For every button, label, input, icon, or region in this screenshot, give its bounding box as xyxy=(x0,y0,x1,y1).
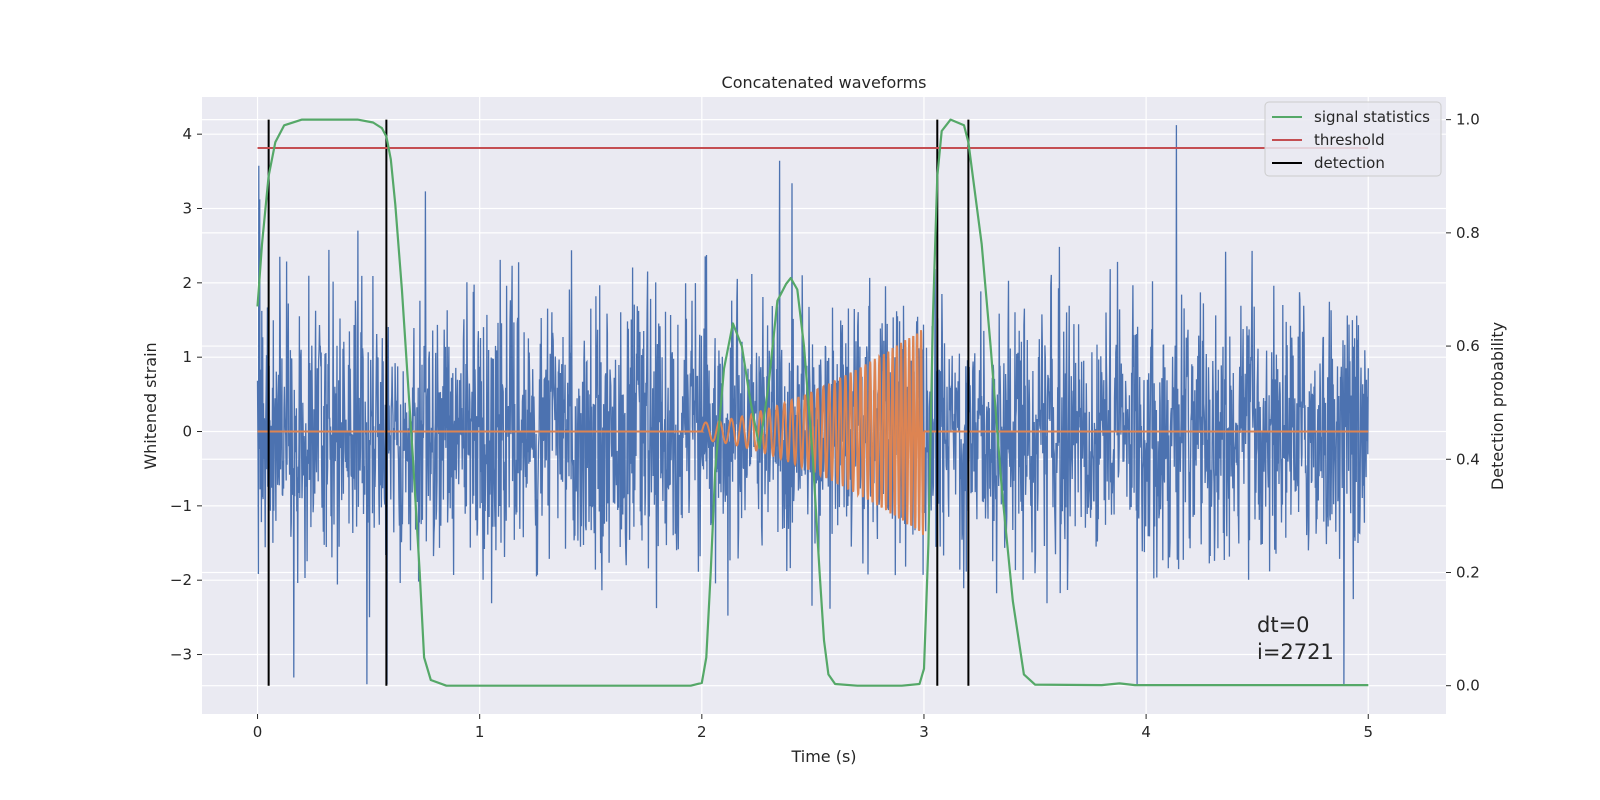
x-axis-label: Time (s) xyxy=(790,747,856,766)
signal-statistics-series xyxy=(256,118,1369,687)
x-tick-label: 0 xyxy=(253,723,263,741)
x-tick-label: 2 xyxy=(697,723,707,741)
y-right-tick-label: 0.4 xyxy=(1456,450,1480,468)
y-right-axis-ticks: 0.0 0.2 0.4 0.6 0.8 1.0 xyxy=(1446,111,1480,695)
legend-label-threshold: threshold xyxy=(1314,131,1385,149)
annotation-dt: dt=0 xyxy=(1257,613,1310,637)
y-right-tick-label: 0.2 xyxy=(1456,563,1480,581)
template-series xyxy=(257,330,1369,535)
y-right-axis-label: Detection probability xyxy=(1488,322,1507,490)
x-axis-ticks: 0 1 2 3 4 5 xyxy=(253,714,1373,741)
y-right-tick-label: 0.6 xyxy=(1456,337,1480,355)
y-tick-label: −3 xyxy=(170,646,192,664)
legend-label-signal-statistics: signal statistics xyxy=(1314,108,1430,126)
chart-title: Concatenated waveforms xyxy=(722,73,927,92)
detection-lines xyxy=(267,119,970,686)
y-tick-label: 2 xyxy=(182,274,192,292)
y-tick-label: 1 xyxy=(182,348,192,366)
y-tick-label: 0 xyxy=(182,423,192,441)
y-tick-label: −2 xyxy=(170,571,192,589)
y-right-tick-label: 1.0 xyxy=(1456,111,1480,129)
annotation-index: i=2721 xyxy=(1257,640,1334,664)
y-axis-ticks: −3 −2 −1 0 1 2 3 4 xyxy=(170,125,202,664)
y-right-tick-label: 0.8 xyxy=(1456,224,1480,242)
y-tick-label: 3 xyxy=(182,200,192,218)
y-tick-label: 4 xyxy=(182,125,192,143)
y-axis-label: Whitened strain xyxy=(141,342,160,469)
x-tick-label: 3 xyxy=(919,723,929,741)
x-tick-label: 4 xyxy=(1141,723,1151,741)
x-tick-label: 1 xyxy=(475,723,485,741)
x-tick-label: 5 xyxy=(1363,723,1373,741)
y-tick-label: −1 xyxy=(170,497,192,515)
legend: signal statistics threshold detection xyxy=(1264,101,1442,177)
legend-box xyxy=(1264,101,1442,177)
signal-statistics-line xyxy=(256,118,1369,687)
legend-label-detection: detection xyxy=(1314,154,1385,172)
template-line xyxy=(257,330,1369,535)
y-right-tick-label: 0.0 xyxy=(1456,677,1480,695)
